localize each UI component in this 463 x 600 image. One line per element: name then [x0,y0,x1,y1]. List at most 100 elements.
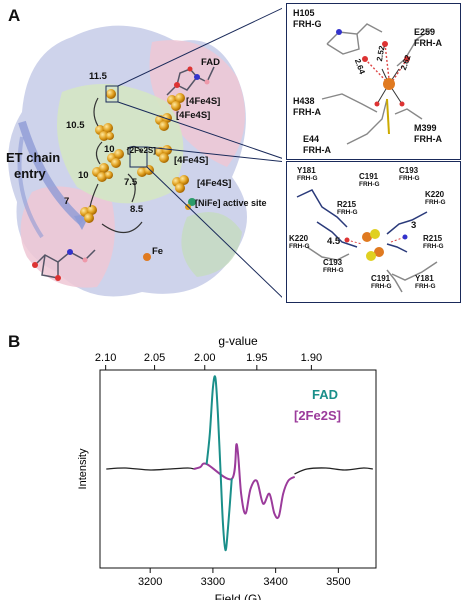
residue-label: Y181 [297,166,316,175]
top-tick-label: 2.10 [95,352,116,364]
residue-chain: FRH-A [414,134,442,144]
data-point-2fe2s [249,488,252,490]
data-point-2fe2s [262,503,264,505]
panel-a-letter: A [8,6,21,25]
x-tick-label: 3500 [326,576,350,588]
label-nife-site: [NiFe] active site [195,198,267,208]
data-point-2fe2s [256,480,258,482]
x-tick-label: 3200 [138,576,162,588]
top-tick-label: 2.05 [144,352,165,364]
data-point-2fe2s [268,493,270,495]
residue-chain: FRH-G [415,283,436,290]
x-tick-label: 3300 [201,576,225,588]
fad-molecule-lower [32,249,96,281]
distance-label: 11.5 [89,71,107,82]
data-point-2fe2s [278,515,280,518]
baseline-right [294,467,373,475]
distance-label: 7 [64,196,70,207]
2fe2s-site-structure [296,189,438,293]
epr-spectrum-chart: 3200 3300 3400 3500 2.10 2.05 2.00 1.95 1.90 g-va… [77,334,377,600]
top-axis-title: g-value [218,334,258,348]
data-point-2fe2s [273,512,275,515]
distance-label: 3 [411,220,417,231]
panel-b-letter: B [8,332,21,351]
residue-label: C193 [399,166,419,175]
inset-nife-site: H105 FRH-G E259 FRH-A H438 FRH-A E44 FRH… [286,3,461,160]
data-point-2fe2s [236,443,238,445]
y-axis-title: Intensity [77,448,89,489]
data-point-fad [212,387,214,389]
baseline-left [106,467,195,471]
distance-label: 10.5 [66,120,85,131]
nife-site-structure [321,23,433,145]
data-point-2fe2s [240,493,242,495]
label-et-chain-line1: ET chain [6,150,61,165]
top-tick-label: 1.95 [246,352,267,364]
distance-label: 7.5 [124,177,138,188]
legend-fad: FAD [312,387,338,402]
residue-chain: FRH-G [289,243,310,250]
residue-label: Y181 [415,274,434,283]
residue-chain: FRH-G [423,243,444,250]
residue-label: K220 [425,190,445,199]
x-axis-title: Field (G) [215,592,262,600]
label-4fe4s-4: [4Fe4S] [197,178,232,189]
residue-chain: FRH-A [414,38,442,48]
residue-chain: FRH-G [371,283,392,290]
top-tick-label: 2.00 [194,352,215,364]
plot-frame [99,369,377,569]
data-point-fad [206,463,208,465]
distance-label: 8.5 [130,204,144,215]
distance-label: 4.5 [327,236,341,247]
residue-label: R215 [337,200,357,209]
residue-chain: FRH-G [297,175,318,182]
residue-chain: FRH-A [303,145,331,155]
series-line-2fe2s [193,443,295,520]
residue-label: M399 [414,123,437,133]
residue-chain: FRH-A [293,107,321,117]
residue-label: K220 [289,234,309,243]
residue-chain: FRH-G [399,175,420,182]
label-2fe2s: [2Fe2S] [127,146,156,155]
data-point-fad [217,413,219,416]
data-point-fad [224,549,227,551]
data-point-fad [219,468,222,470]
data-point-2fe2s [244,512,247,515]
distance-label: 10 [78,170,89,181]
data-point-fad [227,527,229,529]
data-point-fad [214,377,217,379]
data-point-fad [231,478,233,480]
residue-label: H105 [293,8,315,18]
label-4fe4s-3: [4Fe4S] [174,155,209,166]
data-point-2fe2s [199,466,201,468]
residue-label: C193 [323,258,343,267]
residue-label: E44 [303,134,320,144]
residue-chain: FRH-G [337,209,358,216]
data-point-fad [222,522,224,525]
data-point-2fe2s [287,480,289,482]
data-point-2fe2s [282,493,284,495]
residue-label: C191 [371,274,391,283]
label-fad: FAD [201,57,220,68]
distance-label: 10 [104,144,115,155]
x-tick-label: 3400 [263,576,287,588]
label-4fe4s-2: [4Fe4S] [176,110,211,121]
label-fe: Fe [152,246,164,257]
inset-2fe2s-site: Y181 FRH-G C191 FRH-G C193 FRH-G K220 FR… [286,161,461,303]
residue-label: H438 [293,96,315,106]
residue-chain: FRH-G [425,199,446,206]
legend-2fe2s: [2Fe2S] [294,408,341,423]
top-tick-label: 1.90 [301,352,322,364]
data-point-2fe2s [193,468,195,470]
residue-chain: FRH-G [359,181,380,188]
residue-chain: FRH-G [293,19,322,29]
label-4fe4s-1: [4Fe4S] [186,96,221,107]
residue-label: C191 [359,172,379,181]
residue-label: R215 [423,234,443,243]
data-point-fad [209,433,211,435]
residue-chain: FRH-G [323,267,344,274]
residue-label: E259 [414,27,436,37]
series-line-fad [205,375,233,552]
data-point-2fe2s [293,476,296,478]
label-et-chain-line2: entry [14,166,46,181]
